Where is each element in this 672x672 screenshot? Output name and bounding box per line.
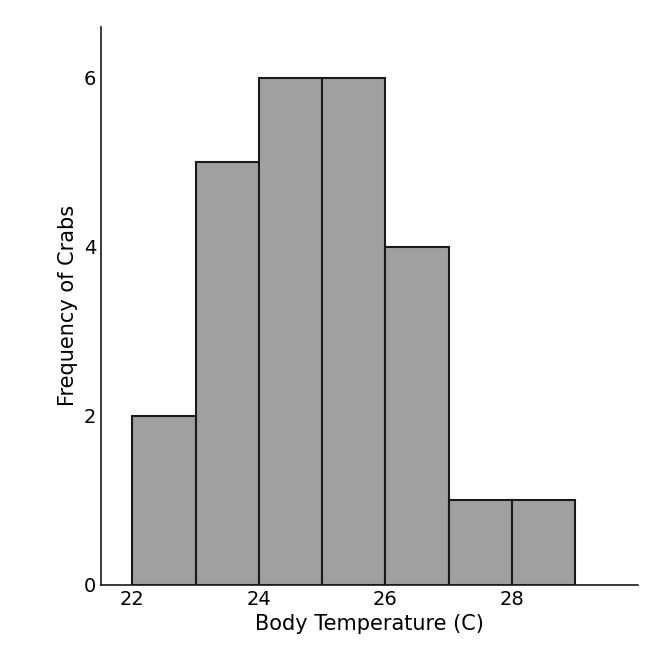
Bar — [259, 77, 322, 585]
Bar — [132, 415, 196, 585]
Bar — [386, 247, 449, 585]
Bar — [449, 500, 512, 585]
Y-axis label: Frequency of Crabs: Frequency of Crabs — [58, 205, 78, 407]
Bar — [512, 500, 575, 585]
X-axis label: Body Temperature (C): Body Temperature (C) — [255, 614, 484, 634]
Bar — [322, 77, 386, 585]
Bar — [196, 162, 259, 585]
